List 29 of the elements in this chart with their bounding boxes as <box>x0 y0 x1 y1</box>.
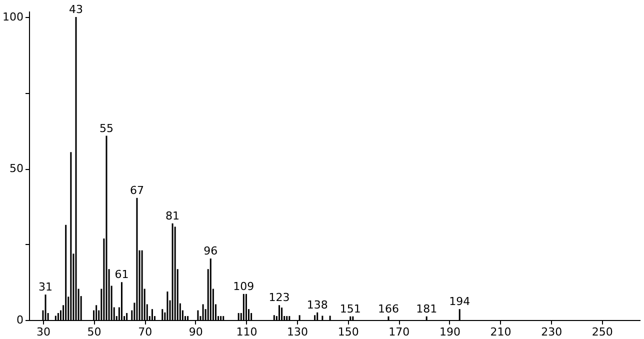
y-tick-label: 50 <box>10 162 24 176</box>
x-tick-label: 70 <box>138 326 152 338</box>
x-tick-label: 90 <box>188 326 203 338</box>
x-tick-label: 110 <box>236 326 258 338</box>
y-tick-label: 100 <box>2 10 24 24</box>
annotation: 43 <box>69 3 83 16</box>
annotation: 151 <box>340 302 361 316</box>
annotation: 181 <box>416 302 438 316</box>
annotation: 31 <box>38 280 53 294</box>
annotation: 96 <box>204 244 218 258</box>
annotation: 61 <box>114 268 129 282</box>
x-tick-label: 150 <box>338 326 359 338</box>
annotation: 109 <box>233 280 254 293</box>
x-tick-label: 190 <box>439 326 460 338</box>
x-tick-label: 170 <box>388 326 410 338</box>
x-tick-label: 130 <box>287 326 308 338</box>
annotation: 194 <box>449 295 470 308</box>
x-tick-label: 230 <box>541 326 562 338</box>
annotation: 123 <box>268 291 290 304</box>
annotation: 55 <box>99 122 114 135</box>
y-tick-label: 0 <box>16 314 24 326</box>
x-tick-label: 30 <box>36 326 50 338</box>
x-tick-label: 250 <box>592 326 613 338</box>
annotation: 138 <box>306 298 328 312</box>
annotation: 81 <box>166 209 180 222</box>
annotation: 67 <box>130 184 144 197</box>
x-tick-label: 50 <box>87 326 102 338</box>
annotation: 166 <box>378 302 399 316</box>
x-tick-label: 210 <box>490 326 512 338</box>
